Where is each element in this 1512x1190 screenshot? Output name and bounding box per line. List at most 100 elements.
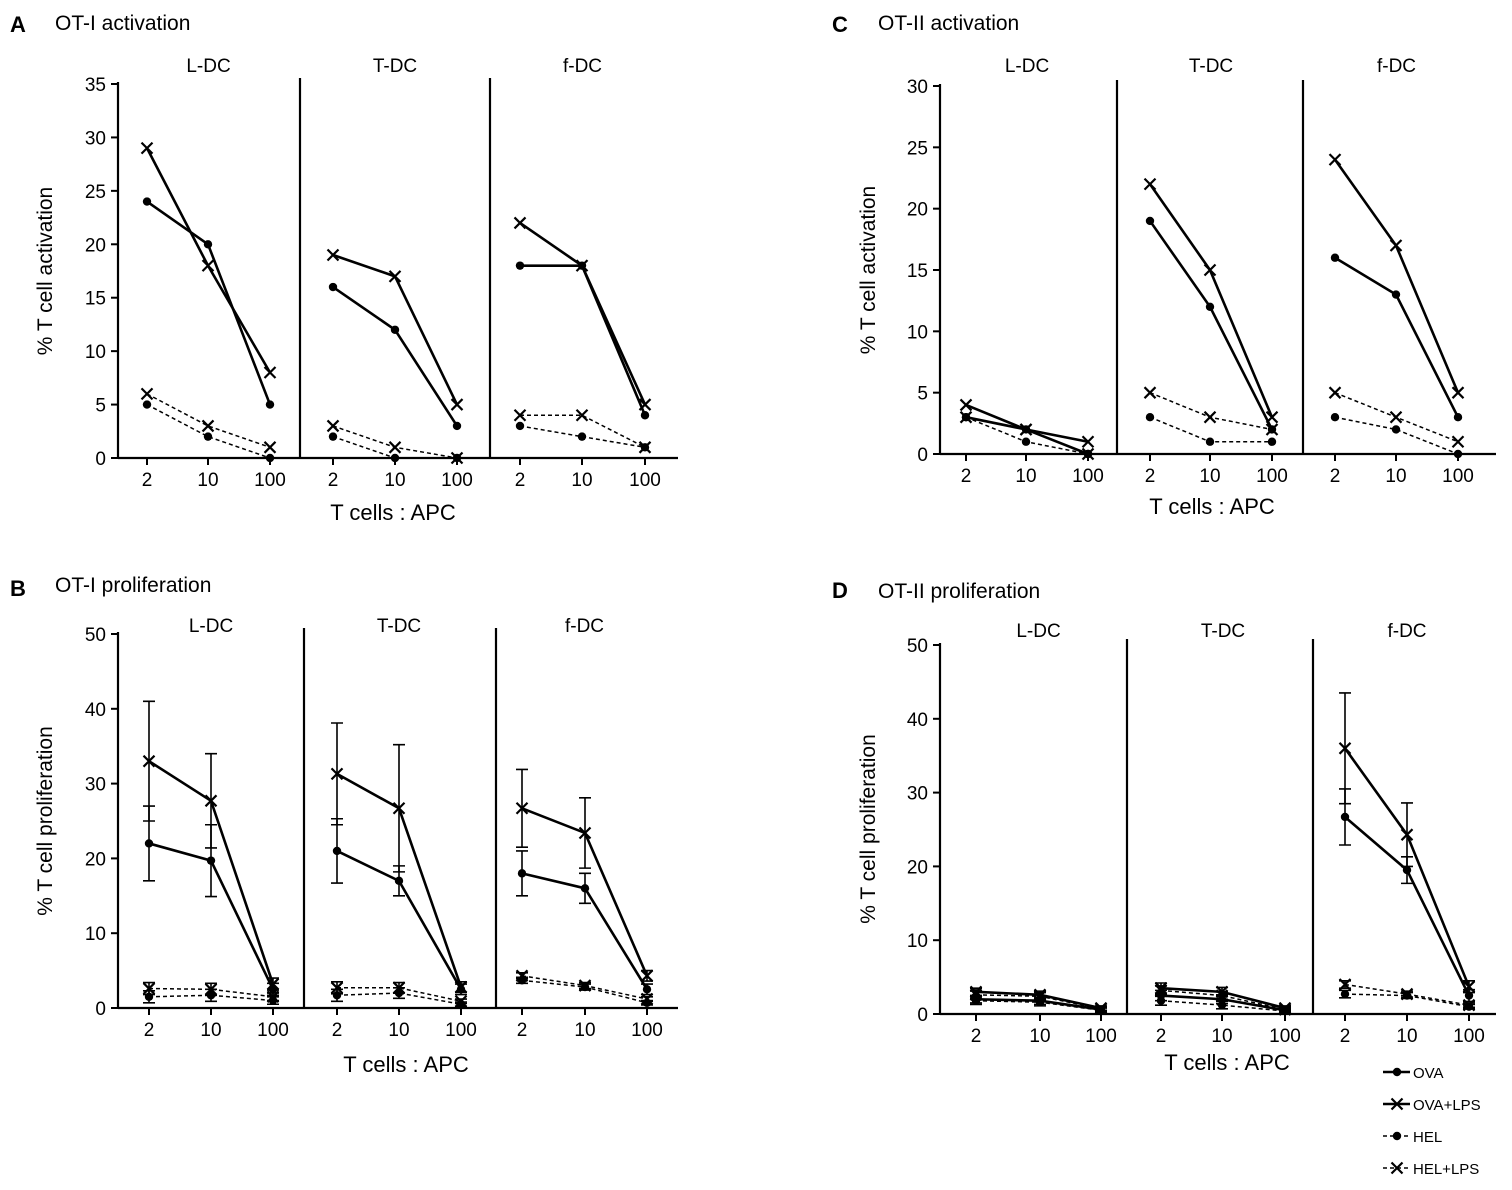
data-point — [959, 410, 973, 424]
series-hel-lps — [142, 981, 280, 1004]
data-point — [266, 977, 280, 991]
data-point — [204, 794, 218, 808]
subpanel-name: L-DC — [189, 616, 233, 637]
subpanel-t-dc: T-DC 2 10 100 — [330, 616, 477, 1041]
series-line — [965, 416, 1089, 455]
data-point — [515, 421, 525, 431]
x-tick-label: 100 — [629, 470, 661, 491]
series-line — [519, 221, 647, 406]
x-tick-label: 100 — [441, 470, 473, 491]
data-point — [1081, 435, 1095, 449]
x-tick-label: 2 — [142, 470, 153, 491]
data-point — [450, 398, 464, 411]
data-point — [450, 451, 464, 465]
data-point — [454, 994, 468, 1008]
data-point — [203, 432, 213, 441]
series-hel-lps — [969, 988, 1108, 1016]
x-tick-label: 2 — [1145, 466, 1156, 487]
data-point — [142, 197, 152, 206]
data-point — [638, 441, 652, 454]
subpanel-name: L-DC — [1005, 56, 1049, 77]
series-hel — [142, 400, 275, 463]
x-tick-label: 10 — [1211, 1026, 1232, 1047]
x-tick-label: 10 — [1385, 466, 1406, 487]
series-ova-lps — [1338, 692, 1476, 994]
y-axis-label: % T cell activation — [857, 186, 880, 354]
series-ova-lps — [1328, 153, 1465, 399]
subpanel-t-dc: T-DC 2 10 100 — [1154, 621, 1301, 1047]
data-point — [638, 398, 652, 411]
series-hel-lps — [1143, 386, 1279, 436]
data-point — [1156, 996, 1166, 1005]
subpanel-name: f-DC — [1377, 56, 1416, 77]
x-tick-label: 10 — [388, 1020, 409, 1041]
data-point — [394, 876, 404, 886]
data-point — [1389, 239, 1403, 252]
data-point — [1338, 742, 1352, 755]
subpanel-name: f-DC — [565, 616, 604, 637]
legend-label: OVA — [1413, 1065, 1444, 1082]
x-tick-label: 2 — [515, 470, 526, 491]
data-point — [517, 869, 527, 878]
series-hel-lps — [1328, 386, 1465, 449]
subpanel-name: T-DC — [373, 56, 417, 77]
subpanel-l-dc: L-DC 2 10 100 — [140, 56, 286, 491]
data-point — [328, 282, 338, 292]
series-line — [146, 200, 272, 406]
data-point — [1265, 423, 1279, 436]
series-line — [1148, 220, 1274, 431]
data-point — [1330, 253, 1340, 262]
series-ova-lps — [326, 248, 464, 411]
data-point — [140, 141, 154, 155]
panel-letter: D — [832, 578, 848, 603]
x-tick-label: 10 — [574, 1020, 595, 1041]
data-point — [1265, 410, 1279, 424]
panel-C: C OT-II activation 0 5 10 15 20 25 30 % T cell ac… — [832, 12, 1496, 519]
data-point — [1464, 991, 1474, 1000]
data-point — [1400, 987, 1414, 1001]
series-ova — [328, 282, 462, 431]
data-point — [575, 408, 589, 422]
series-line — [1149, 391, 1273, 431]
series-hel-lps — [513, 408, 652, 454]
x-tick-label: 2 — [332, 1020, 343, 1041]
y-axis-label: % T cell activation — [34, 187, 57, 355]
data-point — [1340, 812, 1350, 822]
y-tick-label: 25 — [85, 182, 106, 203]
y-tick-label: 30 — [85, 775, 106, 796]
y-tick-label: 0 — [95, 449, 106, 470]
panel-B: B OT-I proliferation 0 10 20 30 40 50 % T cell p… — [10, 574, 678, 1077]
y-tick-label: 10 — [907, 931, 928, 952]
subpanel-f-dc: f-DC 2 10 100 — [515, 616, 663, 1041]
data-point — [326, 419, 340, 433]
x-axis-label: T cells : APC — [343, 1052, 469, 1077]
data-point — [1145, 216, 1155, 226]
y-tick-label: 30 — [85, 128, 106, 149]
y-tick-label: 15 — [907, 261, 928, 282]
series-ova — [1330, 253, 1463, 422]
series-line — [520, 264, 647, 416]
legend-item: OVA+LPS — [1383, 1097, 1481, 1114]
series-line — [332, 285, 459, 427]
y-tick-label: 15 — [85, 289, 106, 310]
series-ova — [516, 850, 653, 996]
x-tick-label: 2 — [1330, 466, 1341, 487]
series-line — [520, 414, 646, 448]
data-point — [580, 884, 590, 893]
data-point — [1330, 413, 1340, 422]
data-point — [1453, 413, 1463, 422]
data-point — [1205, 437, 1215, 446]
series-line — [965, 415, 1089, 456]
panel-title: OT-I proliferation — [55, 574, 211, 597]
subpanel-name: T-DC — [377, 616, 421, 637]
data-point — [263, 366, 277, 379]
series-hel-lps — [326, 419, 464, 465]
x-tick-label: 2 — [328, 470, 339, 491]
data-point — [388, 270, 402, 283]
series-hel-lps — [1154, 984, 1292, 1016]
legend: OVA OVA+LPS HEL HEL+LPS — [1383, 1065, 1481, 1178]
series-hel — [1145, 413, 1277, 446]
series-ova — [515, 261, 650, 420]
data-point — [1215, 989, 1229, 1002]
series-line — [1334, 256, 1460, 418]
